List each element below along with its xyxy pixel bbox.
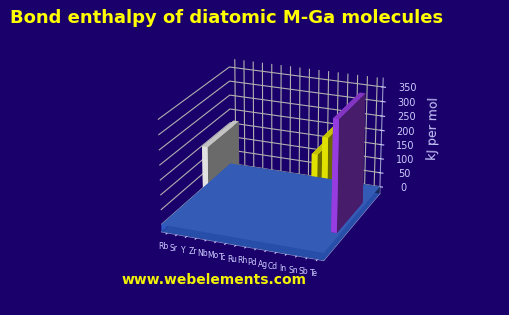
Text: www.webelements.com: www.webelements.com: [122, 272, 306, 287]
Text: Bond enthalpy of diatomic M-Ga molecules: Bond enthalpy of diatomic M-Ga molecules: [10, 9, 442, 27]
